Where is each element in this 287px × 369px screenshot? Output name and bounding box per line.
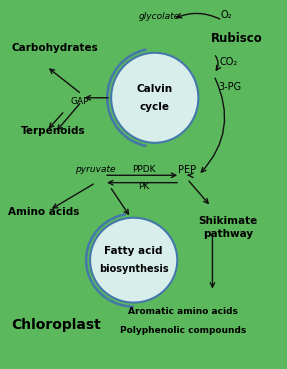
Text: biosynthesis: biosynthesis [99,264,168,275]
Text: PK: PK [138,182,149,191]
Text: Polyphenolic compounds: Polyphenolic compounds [120,326,246,335]
Text: Aromatic amino acids: Aromatic amino acids [128,307,238,316]
Text: Fatty acid: Fatty acid [104,246,163,256]
Text: pathway: pathway [203,229,253,239]
Text: CO₂: CO₂ [220,57,238,67]
Ellipse shape [90,218,177,303]
Text: Calvin: Calvin [137,83,173,94]
Text: 3-PG: 3-PG [218,82,241,92]
Text: GAP: GAP [70,97,89,106]
Text: Terpenoids: Terpenoids [21,126,86,136]
Text: cycle: cycle [140,102,170,112]
Text: Carbohydrates: Carbohydrates [11,43,98,53]
Text: O₂: O₂ [221,10,232,21]
Text: Amino acids: Amino acids [8,207,79,217]
Text: PPDK: PPDK [132,165,155,174]
Ellipse shape [111,53,198,143]
Text: Chloroplast: Chloroplast [11,318,101,332]
Text: PEP: PEP [178,165,196,175]
Text: glycolate: glycolate [138,12,180,21]
Text: pyruvate: pyruvate [75,165,116,174]
Text: Rubisco: Rubisco [210,32,262,45]
Text: Shikimate: Shikimate [198,216,257,227]
